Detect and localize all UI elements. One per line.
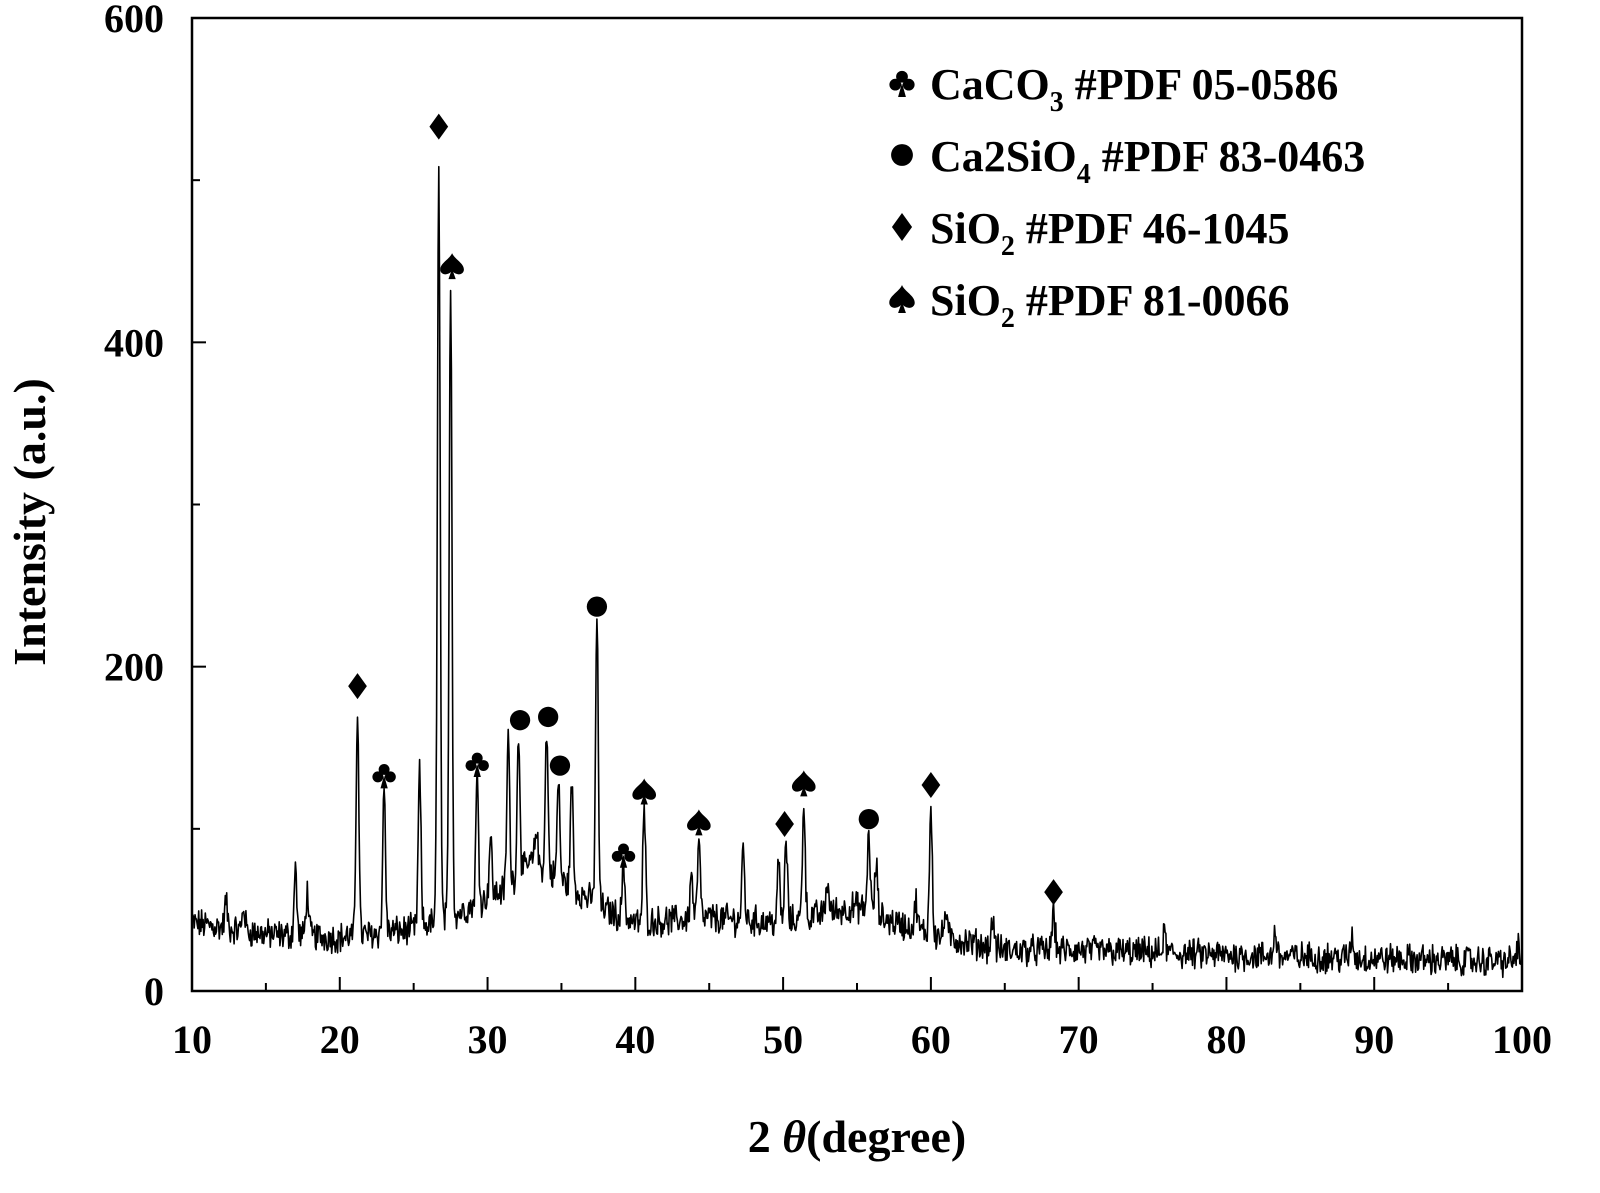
peak-marker-circle <box>858 808 879 830</box>
legend-symbol-diamond <box>891 213 913 241</box>
peak-marker-circle <box>586 596 608 617</box>
y-tick-label: 0 <box>144 969 164 1014</box>
peak-marker-diamond <box>775 810 794 837</box>
peak-marker-club <box>611 843 636 868</box>
peak-marker-spade <box>632 778 657 805</box>
peak-marker-club <box>372 764 396 789</box>
peak-marker-diamond <box>348 673 367 700</box>
xrd-pattern-line <box>191 165 1523 979</box>
peak-marker-spade <box>440 253 464 280</box>
axis-ticks <box>191 17 1523 992</box>
legend: CaCO3 #PDF 05-0586 Ca2SiO4 #PDF 83-0463 Si… <box>889 60 1365 334</box>
legend-item: CaCO3 #PDF 05-0586 <box>889 60 1338 118</box>
x-tick-label: 100 <box>1492 1017 1552 1062</box>
peak-marker-circle <box>509 710 531 731</box>
legend-label: SiO2 #PDF 81-0066 <box>930 276 1289 334</box>
y-tick-label: 600 <box>104 0 164 41</box>
peak-marker-club <box>465 752 489 777</box>
x-tick-label: 40 <box>615 1017 655 1062</box>
x-tick-label: 70 <box>1059 1017 1099 1062</box>
x-tick-label: 10 <box>172 1017 212 1062</box>
y-axis-title: Intensity (a.u.) <box>4 378 55 666</box>
x-tick-label: 20 <box>320 1017 360 1062</box>
x-axis-title: 2 θ(degree) <box>748 1111 966 1162</box>
peak-marker-diamond <box>429 113 449 140</box>
peak-marker-circle <box>538 706 559 728</box>
x-tick-label: 80 <box>1206 1017 1246 1062</box>
peak-markers <box>348 113 1063 906</box>
y-tick-label: 400 <box>104 320 164 365</box>
peak-marker-circle <box>549 755 571 776</box>
legend-item: SiO2 #PDF 46-1045 <box>891 204 1289 262</box>
peak-marker-spade <box>687 809 711 836</box>
legend-label: SiO2 #PDF 46-1045 <box>930 204 1289 262</box>
legend-symbol-circle <box>891 144 913 166</box>
x-tick-label: 30 <box>468 1017 508 1062</box>
legend-label: CaCO3 #PDF 05-0586 <box>930 60 1338 118</box>
peak-marker-diamond <box>921 772 941 799</box>
y-tick-label: 200 <box>104 645 164 690</box>
x-tick-labels: 10 20 30 40 50 60 70 80 90 100 <box>172 1017 1552 1062</box>
y-tick-labels: 0 200 400 600 <box>104 0 164 1014</box>
legend-item: Ca2SiO4 #PDF 83-0463 <box>891 132 1365 190</box>
legend-symbol-club <box>889 70 915 97</box>
legend-item: SiO2 #PDF 81-0066 <box>889 276 1289 334</box>
x-tick-label: 90 <box>1354 1017 1394 1062</box>
peak-marker-spade <box>791 770 816 797</box>
peak-marker-diamond <box>1044 879 1063 906</box>
x-tick-label: 50 <box>763 1017 803 1062</box>
legend-symbol-spade <box>889 285 915 313</box>
legend-label: Ca2SiO4 #PDF 83-0463 <box>930 132 1365 190</box>
x-tick-label: 60 <box>911 1017 951 1062</box>
